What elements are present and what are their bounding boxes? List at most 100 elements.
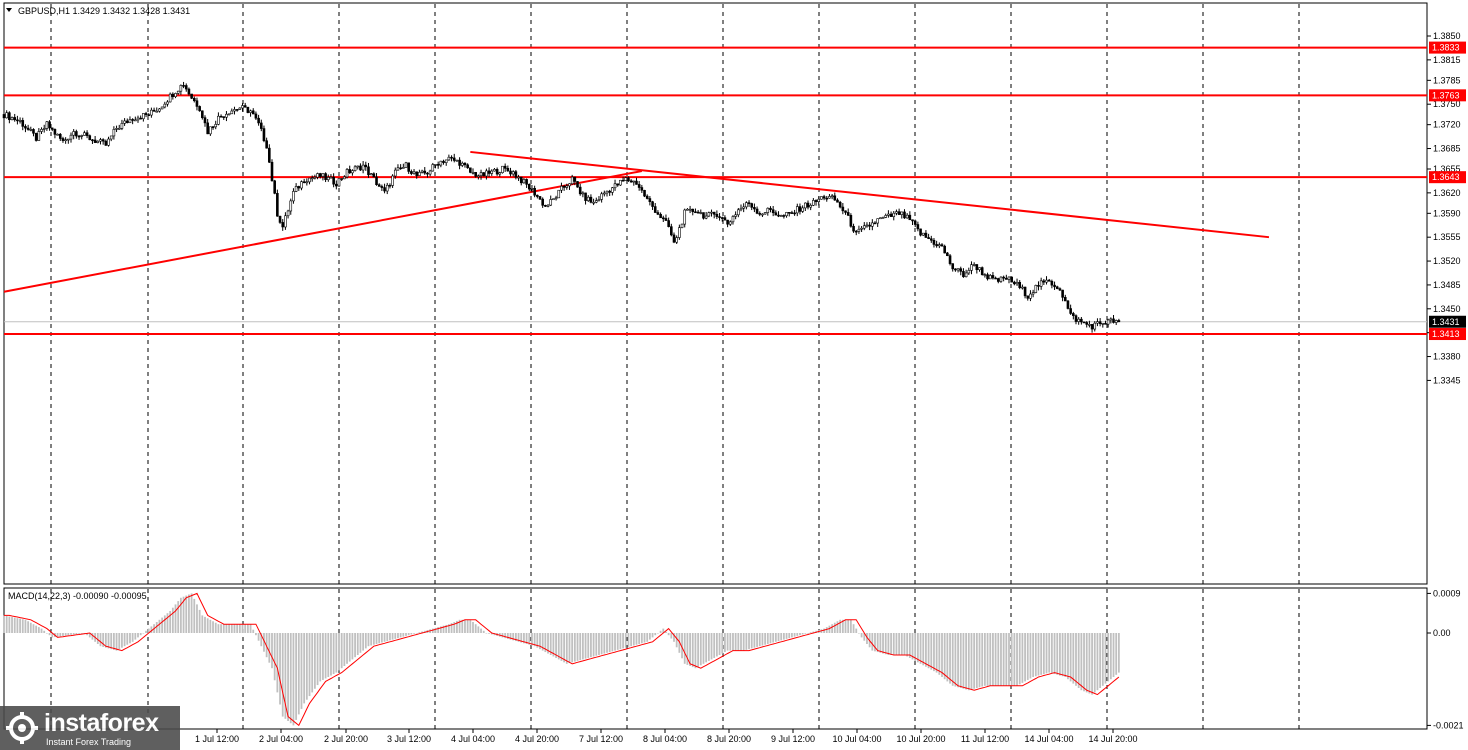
candle-body (871, 222, 874, 227)
candle-body (994, 277, 997, 280)
candle-body (675, 237, 678, 243)
macd-bar (967, 633, 970, 691)
macd-bar (367, 633, 370, 647)
macd-bar (386, 633, 389, 642)
candle-body (1104, 323, 1107, 325)
candle-body (761, 213, 764, 216)
macd-bar (1034, 633, 1037, 677)
macd-bar (1021, 633, 1024, 683)
macd-bar (514, 633, 517, 642)
macd-bar (764, 633, 767, 645)
macd-bar (721, 633, 724, 654)
macd-bar (839, 619, 842, 633)
candle-body (219, 115, 223, 118)
candle-body (959, 268, 963, 272)
candle-body (895, 211, 898, 214)
macd-bar (64, 633, 67, 636)
candle-body (702, 212, 705, 219)
macd-bar (1096, 633, 1099, 691)
candle-body (747, 202, 751, 204)
candle-body (715, 213, 719, 217)
candle-body (854, 230, 858, 233)
candle-body (812, 200, 815, 206)
macd-bar (469, 619, 472, 633)
time-tick-label: 10 Jul 20:00 (896, 734, 945, 744)
candle-body (1117, 320, 1121, 323)
macd-bar (715, 633, 718, 657)
macd-bar (855, 628, 858, 633)
macd-bar (911, 633, 914, 660)
macd-bar (107, 633, 110, 649)
macd-bar (887, 633, 890, 655)
macd-bar (155, 622, 158, 633)
candle-body (1010, 276, 1013, 283)
candle-body (265, 140, 268, 149)
candle-body (991, 275, 995, 279)
candle-body (270, 161, 274, 182)
candle-body (88, 135, 92, 141)
macd-bar (112, 633, 115, 650)
candle-body (616, 183, 620, 186)
macd-bar (271, 633, 273, 669)
macd-bar (734, 633, 737, 651)
candle-body (951, 263, 955, 270)
macd-bar (466, 619, 469, 633)
candle-body (637, 184, 641, 188)
candle-body (739, 207, 743, 211)
candle-body (174, 93, 177, 97)
macd-bar (1000, 633, 1002, 686)
macd-bar (188, 594, 190, 633)
candle-body (1090, 324, 1094, 330)
candle-body (605, 190, 609, 194)
macd-bar (137, 633, 139, 638)
candle-body (308, 177, 311, 183)
macd-bar (745, 633, 748, 650)
candle-body (560, 185, 563, 191)
macd-bar (99, 633, 102, 647)
macd-bar (809, 632, 812, 633)
macd-bar (228, 624, 231, 633)
candle-body (80, 135, 84, 137)
macd-bar (951, 633, 954, 686)
candle-body (892, 212, 896, 217)
macd-bar (37, 627, 40, 633)
candle-body (64, 139, 67, 142)
candle-body (707, 212, 711, 217)
macd-bar (249, 624, 252, 633)
candle-body (710, 211, 713, 214)
candle-body (155, 110, 159, 113)
macd-bar (959, 633, 962, 688)
macd-bar (24, 619, 27, 633)
candle-body (980, 267, 984, 275)
candle-body (351, 170, 354, 174)
macd-bar (284, 633, 287, 719)
candle-body (576, 181, 579, 188)
macd-bar (354, 633, 356, 658)
macd-bar (970, 633, 973, 690)
macd-bar (941, 633, 943, 677)
candle-body (501, 165, 504, 173)
macd-bar (161, 617, 164, 633)
candle-body (795, 206, 799, 214)
candle-body (42, 128, 46, 130)
macd-bar (166, 613, 169, 633)
candle-body (1053, 284, 1056, 288)
chart-menu-arrow-icon[interactable] (6, 8, 12, 12)
candle-body (131, 119, 134, 121)
macd-bar (632, 633, 635, 646)
macd-bar (654, 633, 657, 636)
candle-body (447, 156, 451, 161)
candle-body (26, 127, 30, 130)
candle-body (10, 117, 14, 121)
macd-bar (48, 633, 51, 636)
candle-body (938, 244, 941, 247)
macd-bar (91, 633, 94, 640)
candle-body (972, 264, 976, 266)
candle-body (388, 184, 392, 187)
macd-bar (16, 618, 19, 633)
macd-bar (624, 633, 627, 648)
candle-body (678, 227, 681, 238)
macd-bar (748, 633, 750, 650)
macd-bar (485, 633, 488, 634)
macd-bar (490, 633, 493, 635)
